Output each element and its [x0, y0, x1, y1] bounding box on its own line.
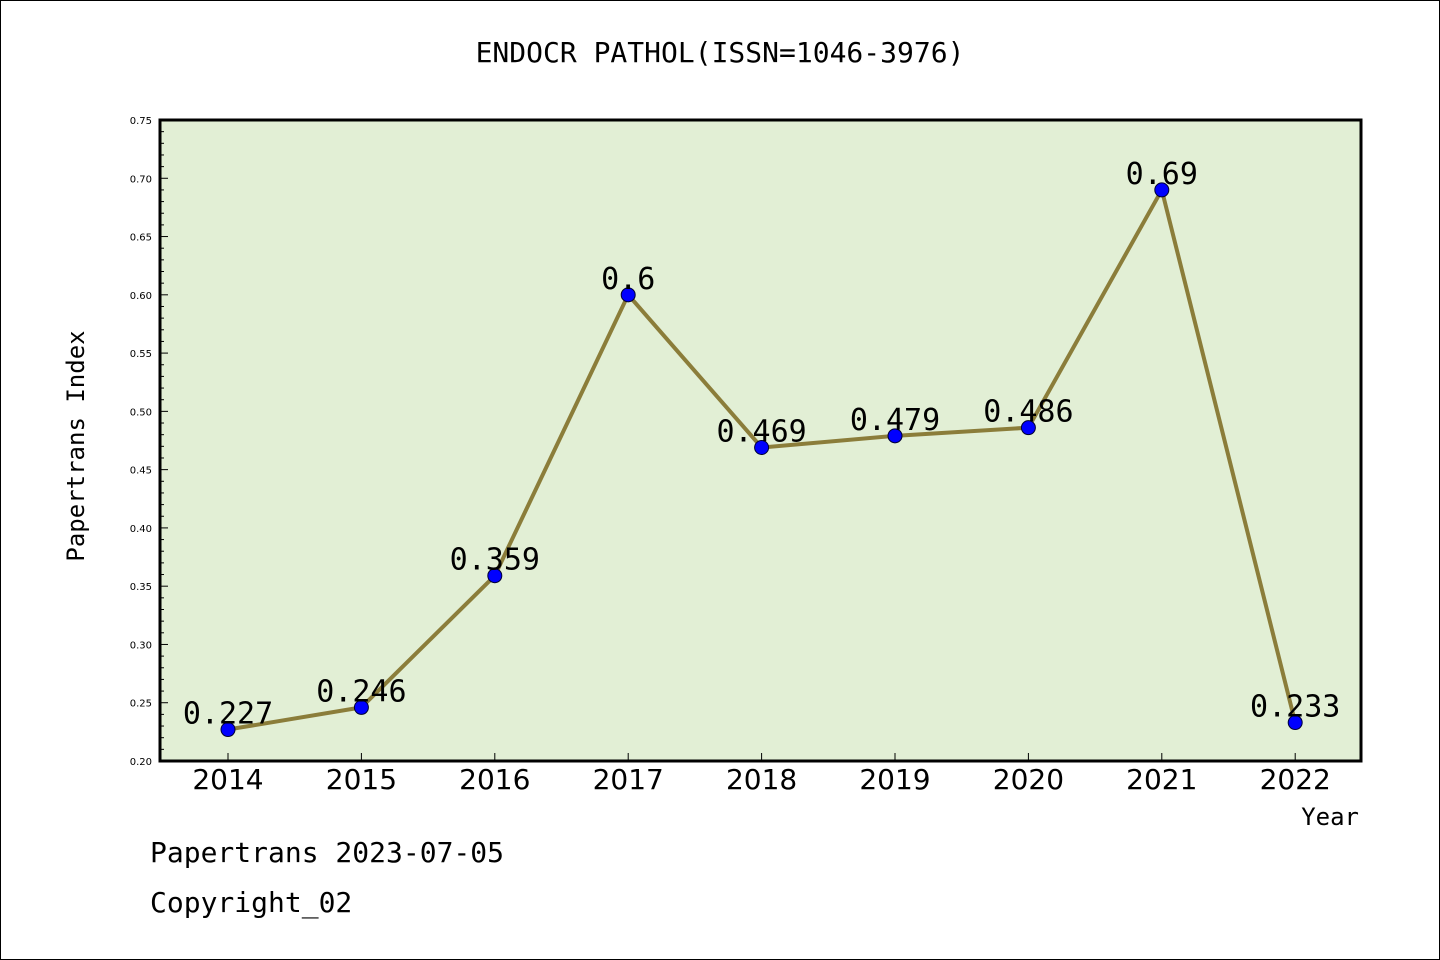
- data-point: [754, 439, 770, 455]
- data-label: 0.359: [450, 543, 540, 578]
- x-tick-label: 2021: [1126, 763, 1197, 796]
- y-tick-label: 0.20: [130, 757, 152, 768]
- data-point: [620, 287, 636, 303]
- data-point: [220, 722, 236, 738]
- footer-copyright: Copyright_02: [150, 886, 353, 919]
- data-label: 0.227: [183, 697, 273, 732]
- footer-date: Papertrans 2023-07-05: [150, 836, 505, 869]
- y-axis-title: Papertrans Index: [62, 330, 90, 561]
- y-tick-label: 0.45: [130, 466, 152, 477]
- y-tick-label: 0.55: [130, 349, 152, 360]
- y-tick-label: 0.50: [130, 407, 152, 418]
- x-tick-label: 2022: [1260, 763, 1331, 796]
- y-tick-label: 0.65: [130, 233, 152, 244]
- x-tick-label: 2019: [859, 763, 930, 796]
- y-tick-label: 0.70: [130, 174, 152, 185]
- data-label: 0.469: [716, 414, 806, 449]
- data-label: 0.486: [983, 395, 1073, 430]
- y-tick-label: 0.60: [130, 291, 152, 302]
- y-tick-label: 0.25: [130, 699, 152, 710]
- y-tick-label: 0.75: [130, 116, 152, 127]
- data-point: [1287, 715, 1303, 731]
- y-tick-label: 0.30: [130, 640, 152, 651]
- data-label: 0.69: [1126, 157, 1198, 192]
- y-axis: 0.20 0.25 0.30 0.35 0.40 0.45 0.50 0.55 0.60 0.65…: [130, 116, 168, 768]
- data-point: [353, 699, 369, 715]
- y-tick-label: 0.35: [130, 582, 152, 593]
- x-tick-label: 2017: [593, 763, 664, 796]
- y-tick-label: 0.40: [130, 524, 152, 535]
- data-points: [220, 182, 1303, 738]
- data-labels: 0.227 0.246 0.359 0.6 0.469 0.479 0.486 0.69 0.2…: [183, 157, 1341, 732]
- data-point: [1154, 182, 1170, 198]
- x-axis: 2014 2015 2016 2017 2018 2019 2020 2021 2022: [192, 753, 1331, 796]
- x-tick-label: 2018: [726, 763, 797, 796]
- data-label: 0.479: [850, 403, 940, 438]
- data-point: [487, 568, 503, 584]
- data-point: [887, 428, 903, 444]
- data-label: 0.246: [316, 674, 406, 709]
- data-point: [1020, 420, 1036, 436]
- x-tick-label: 2014: [192, 763, 263, 796]
- x-tick-label: 2016: [459, 763, 530, 796]
- x-tick-label: 2020: [993, 763, 1064, 796]
- data-label: 0.233: [1250, 690, 1340, 725]
- data-label: 0.6: [601, 262, 655, 297]
- x-tick-label: 2015: [326, 763, 397, 796]
- x-axis-title: Year: [1301, 803, 1359, 831]
- chart-title: ENDOCR PATHOL(ISSN=1046-3976): [475, 36, 965, 69]
